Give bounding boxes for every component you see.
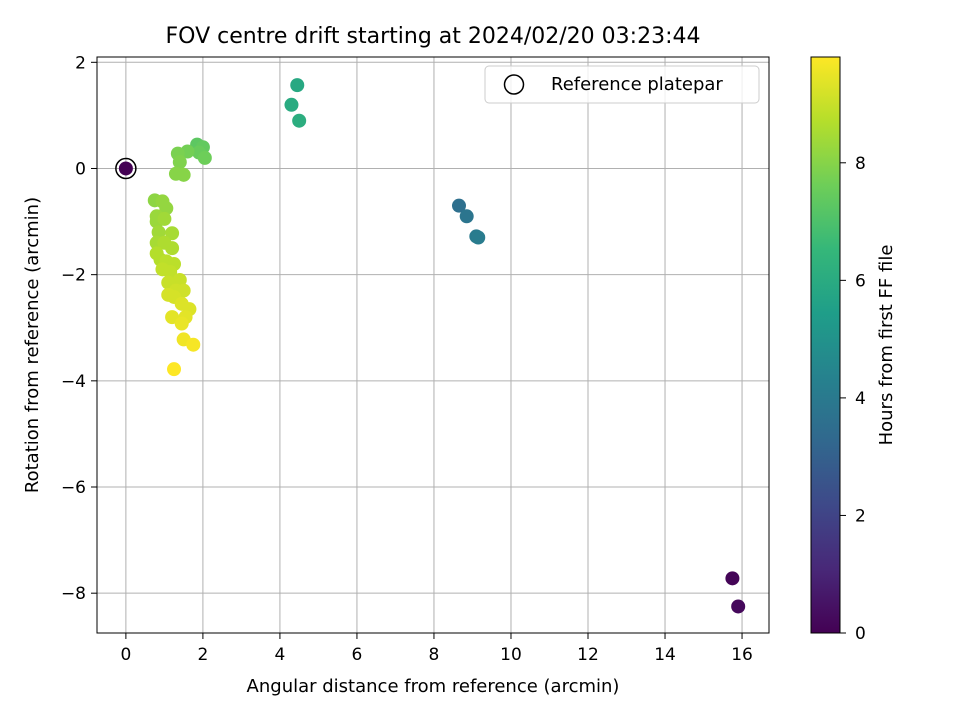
data-point — [167, 362, 182, 377]
data-point — [292, 113, 307, 128]
data-point — [197, 150, 212, 165]
chart-title: FOV centre drift starting at 2024/02/20 … — [166, 24, 701, 49]
legend: Reference platepar — [484, 65, 760, 104]
x-tick-label: 12 — [577, 645, 599, 665]
data-point — [159, 201, 174, 216]
x-tick-label: 10 — [500, 645, 522, 665]
data-point — [725, 571, 740, 586]
x-tick-label: 8 — [429, 645, 440, 665]
data-point — [172, 155, 187, 170]
legend-frame — [484, 65, 760, 104]
data-point — [186, 337, 201, 352]
reference-platepar-marker — [115, 157, 137, 180]
data-point — [471, 230, 486, 245]
data-point — [459, 209, 474, 224]
y-tick-label: −4 — [61, 372, 86, 392]
data-point — [151, 225, 166, 240]
legend-label-reference: Reference platepar — [551, 74, 723, 95]
colorbar-ticks: 0 2 4 6 8 — [840, 154, 866, 644]
data-point — [731, 599, 746, 614]
data-point — [290, 78, 305, 93]
y-tick-label: 0 — [75, 159, 86, 179]
data-point — [165, 226, 180, 241]
data-point — [176, 167, 191, 182]
data-point — [157, 211, 172, 226]
y-tick-label: 2 — [75, 53, 86, 73]
colorbar: 0 2 4 6 8 Hours from first FF file — [810, 56, 897, 644]
colorbar-tick-label: 0 — [855, 624, 866, 644]
data-point — [284, 97, 299, 112]
colorbar-tick-label: 6 — [855, 271, 866, 291]
x-tick-label: 14 — [654, 645, 676, 665]
x-tick-label: 16 — [731, 645, 753, 665]
y-axis-ticks: 2 0 −2 −4 −6 −8 — [61, 53, 97, 604]
data-point — [174, 316, 189, 331]
x-axis-label: Angular distance from reference (arcmin) — [247, 676, 620, 697]
x-tick-label: 0 — [120, 645, 131, 665]
legend-marker-reference — [503, 74, 525, 95]
x-tick-label: 6 — [352, 645, 363, 665]
colorbar-tick-label: 8 — [855, 154, 866, 174]
colorbar-label: Hours from first FF file — [876, 245, 897, 446]
colorbar-gradient — [810, 56, 841, 634]
data-point — [118, 161, 133, 176]
y-tick-label: −2 — [61, 266, 86, 286]
plot-frame — [96, 56, 770, 634]
x-axis-ticks: 0 2 4 6 8 10 12 14 16 — [120, 633, 753, 665]
y-tick-label: −6 — [61, 478, 86, 498]
data-point — [451, 198, 466, 213]
scatter-points — [115, 78, 746, 614]
x-tick-label: 4 — [275, 645, 286, 665]
data-point — [163, 265, 178, 280]
grid-lines — [97, 57, 769, 633]
y-axis-label: Rotation from reference (arcmin) — [22, 197, 43, 493]
data-point — [165, 241, 180, 256]
y-tick-label: −8 — [61, 584, 86, 604]
data-point — [172, 272, 187, 287]
colorbar-tick-label: 2 — [855, 506, 866, 526]
x-tick-label: 2 — [197, 645, 208, 665]
colorbar-tick-label: 4 — [855, 389, 866, 409]
